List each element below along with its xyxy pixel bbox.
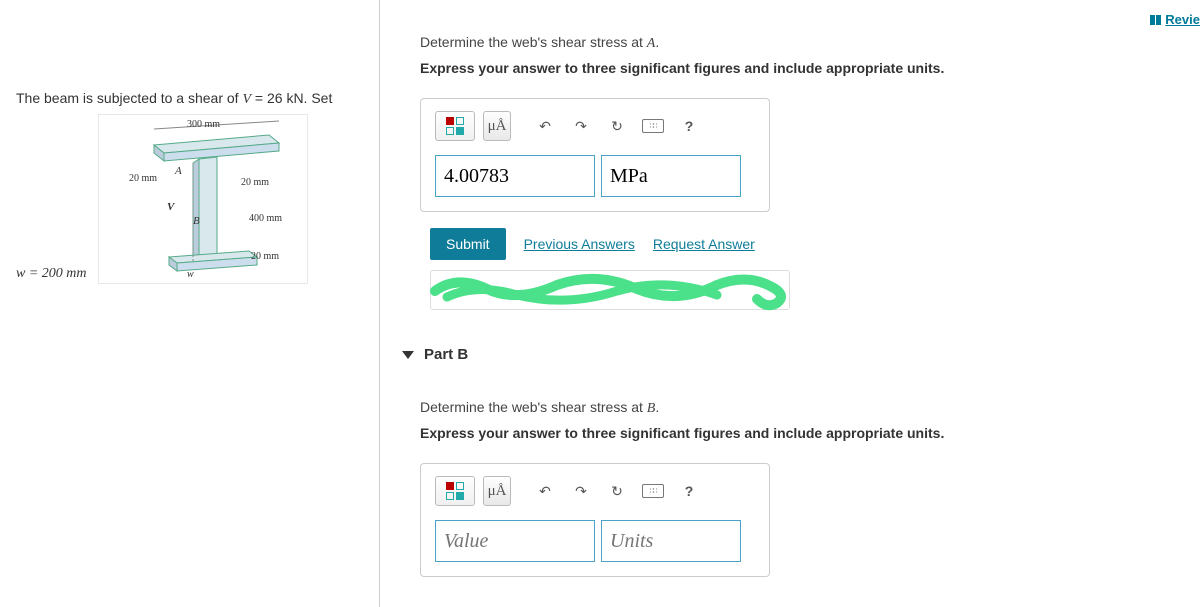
review-link[interactable]: Revie bbox=[1150, 12, 1200, 27]
templates-button[interactable] bbox=[435, 111, 475, 141]
pa-text-a: Determine the web's shear stress at bbox=[420, 34, 647, 50]
problem-text-a: The beam is subjected to a shear of bbox=[16, 90, 242, 106]
part-b-value-row bbox=[435, 520, 755, 562]
part-a-value-row bbox=[435, 155, 755, 197]
fig-dim-r3: 20 mm bbox=[251, 251, 279, 262]
special-chars-button[interactable]: μÅ bbox=[483, 111, 511, 141]
reset-button[interactable]: ↻ bbox=[603, 111, 631, 141]
fig-dim-top: 300 mm bbox=[187, 119, 220, 130]
fig-label-v: V bbox=[167, 201, 174, 213]
caret-down-icon bbox=[402, 351, 414, 359]
problem-panel: The beam is subjected to a shear of V = … bbox=[0, 0, 380, 607]
keyboard-button[interactable]: ∷∷ bbox=[639, 111, 667, 141]
part-a-value-input[interactable] bbox=[435, 155, 595, 197]
part-b-value-input[interactable] bbox=[435, 520, 595, 562]
part-a-submit-row: Submit Previous Answers Request Answer bbox=[430, 228, 1200, 260]
fig-label-w: w bbox=[187, 269, 194, 280]
fig-label-b: B bbox=[193, 215, 200, 227]
part-b-header[interactable]: Part B bbox=[402, 338, 1200, 371]
special-chars-button-b[interactable]: μÅ bbox=[483, 476, 511, 506]
figure: 300 mm 20 mm A V B 20 mm bbox=[98, 114, 308, 284]
part-a-instr: Express your answer to three significant… bbox=[420, 60, 1200, 76]
review-icon bbox=[1150, 15, 1161, 25]
mu-a-label-b: μÅ bbox=[488, 483, 507, 500]
part-b-answer-block: μÅ ↶ ↷ ↻ ∷∷ ? bbox=[420, 463, 770, 577]
problem-var-v: V bbox=[242, 92, 251, 107]
help-button[interactable]: ? bbox=[675, 111, 703, 141]
part-b-instr: Express your answer to three significant… bbox=[420, 425, 1200, 441]
part-a-toolbar: μÅ ↶ ↷ ↻ ∷∷ ? bbox=[435, 111, 755, 141]
part-b-prompt: Determine the web's shear stress at B. bbox=[420, 399, 1200, 417]
mu-a-label: μÅ bbox=[488, 118, 507, 135]
fig-dim-left: 20 mm bbox=[129, 173, 157, 184]
templates-button-b[interactable] bbox=[435, 476, 475, 506]
answer-panel: Revie Determine the web's shear stress a… bbox=[380, 0, 1200, 607]
request-answer-link[interactable]: Request Answer bbox=[653, 236, 755, 252]
pa-text-b: . bbox=[655, 34, 659, 50]
redo-button-b[interactable]: ↷ bbox=[567, 476, 595, 506]
help-button-b[interactable]: ? bbox=[675, 476, 703, 506]
problem-statement: The beam is subjected to a shear of V = … bbox=[16, 90, 371, 108]
problem-text-b: = 26 kN. Set bbox=[251, 90, 332, 106]
previous-answers-link[interactable]: Previous Answers bbox=[524, 236, 635, 252]
fig-dim-r1: 20 mm bbox=[241, 177, 269, 188]
undo-button[interactable]: ↶ bbox=[531, 111, 559, 141]
reset-button-b[interactable]: ↻ bbox=[603, 476, 631, 506]
pb-text-a: Determine the web's shear stress at bbox=[420, 399, 647, 415]
keyboard-button-b[interactable]: ∷∷ bbox=[639, 476, 667, 506]
pb-text-b: . bbox=[655, 399, 659, 415]
submit-button[interactable]: Submit bbox=[430, 228, 506, 260]
part-b-units-input[interactable] bbox=[601, 520, 741, 562]
part-b-title: Part B bbox=[424, 346, 468, 363]
fig-dim-r2: 400 mm bbox=[249, 213, 282, 224]
redo-button[interactable]: ↷ bbox=[567, 111, 595, 141]
fig-label-a: A bbox=[175, 165, 182, 177]
part-b-toolbar: μÅ ↶ ↷ ↻ ∷∷ ? bbox=[435, 476, 755, 506]
undo-button-b[interactable]: ↶ bbox=[531, 476, 559, 506]
part-a-answer-block: μÅ ↶ ↷ ↻ ∷∷ ? bbox=[420, 98, 770, 212]
review-label: Revie bbox=[1165, 12, 1200, 27]
part-a-section: Determine the web's shear stress at A. E… bbox=[420, 34, 1200, 310]
part-a-units-input[interactable] bbox=[601, 155, 741, 197]
part-a-prompt: Determine the web's shear stress at A. bbox=[420, 34, 1200, 52]
feedback-scribble bbox=[430, 270, 790, 310]
part-b-section: Determine the web's shear stress at B. E… bbox=[420, 399, 1200, 577]
